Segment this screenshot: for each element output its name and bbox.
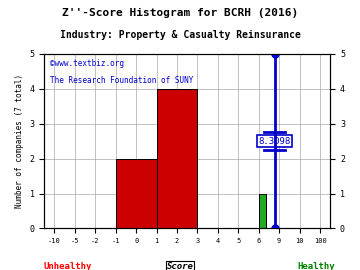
Y-axis label: Number of companies (7 total): Number of companies (7 total): [15, 74, 24, 208]
Text: The Research Foundation of SUNY: The Research Foundation of SUNY: [50, 76, 193, 85]
Bar: [157, 89, 198, 228]
Text: Score: Score: [167, 262, 193, 270]
Text: 8.3098: 8.3098: [258, 137, 291, 146]
Text: Industry: Property & Casualty Reinsurance: Industry: Property & Casualty Reinsuranc…: [59, 30, 301, 40]
Bar: [116, 158, 157, 228]
Text: Unhealthy: Unhealthy: [43, 262, 91, 270]
Bar: [259, 194, 266, 228]
Text: Healthy: Healthy: [297, 262, 335, 270]
Text: Z''-Score Histogram for BCRH (2016): Z''-Score Histogram for BCRH (2016): [62, 8, 298, 18]
Text: ©www.textbiz.org: ©www.textbiz.org: [50, 59, 124, 68]
